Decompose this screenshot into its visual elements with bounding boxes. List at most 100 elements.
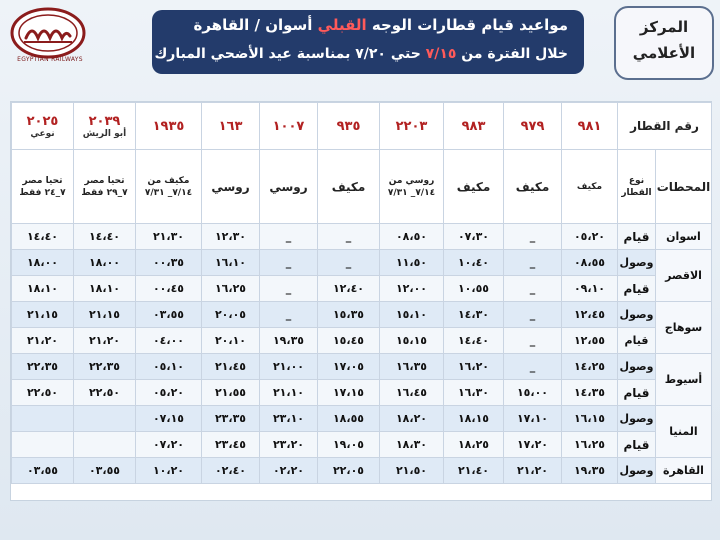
time-cell: ٢٣،٤٥ <box>201 431 260 458</box>
time-cell: ٢٠،٠٥ <box>201 301 260 328</box>
station-name: أسيوط <box>655 353 712 406</box>
table-row: سوهاج وصول ١٢،٤٥ _ ١٤،٣٠ ١٥،١٠ ١٥،٣٥ _ ٢٠،٠٥ ٠٣،٥… <box>11 301 712 354</box>
time-cell: ٠٥،٢٠ <box>561 223 618 250</box>
time-cell: ١٢،٣٠ <box>201 223 260 250</box>
train-type: روسي <box>259 149 318 224</box>
train-type: مكيف <box>561 149 618 224</box>
time-cell: ٠٣،٥٥ <box>11 457 74 484</box>
time-cell: ١٨،١٠ <box>11 275 74 302</box>
time-cell: ٠٢،٤٠ <box>201 457 260 484</box>
arrival-departure-label: وصول <box>617 301 656 328</box>
time-cell: ١٨،٠٠ <box>73 249 136 276</box>
arrival-departure-label: قيام <box>617 223 656 250</box>
time-cell: ١٦،٤٥ <box>379 379 444 406</box>
time-cell: ٢١،٤٠ <box>443 457 504 484</box>
time-cell: _ <box>503 327 562 354</box>
stations-label: المحطات <box>655 149 712 224</box>
time-cell: ٢١،٠٠ <box>259 353 318 380</box>
station-name: القاهرة <box>655 457 712 484</box>
train-type: مكيف <box>503 149 562 224</box>
time-cell: ١٨،١٥ <box>443 405 504 432</box>
table-row: قيام ١٤،٣٥ ١٥،٠٠ ١٦،٣٠ ١٦،٤٥ ١٧،١٥ ٢١،١٠ ٢١،٥٥ ٠… <box>11 379 712 406</box>
time-cell: ١٦،٢٥ <box>561 431 618 458</box>
train-type: روسي من ٧/١٤_ ٧/٣١ <box>379 149 444 224</box>
train-route-note: أبو الريش <box>82 128 127 139</box>
station-name: اسوان <box>655 223 712 250</box>
time-cell: ٠٤،٠٠ <box>135 327 202 354</box>
time-cell: ١٩،٣٥ <box>259 327 318 354</box>
time-cell: ٢١،١٥ <box>73 301 136 328</box>
media-center-badge: المركز الأعلامي <box>614 6 714 80</box>
time-cell: _ <box>503 223 562 250</box>
train-number: ٢٠٢٥ نوعي <box>11 102 74 150</box>
table-row: اسوان قيام ٠٥،٢٠ _ ٠٧،٣٠ ٠٨،٥٠ _ _ ١٢،٣٠ ٢١،٣٠ ١٤،… <box>11 223 712 250</box>
timetable-grid: رقم القطار ٩٨١ ٩٧٩ ٩٨٣ ٢٢٠٣ ٩٣٥ ١٠٠٧ ١٦٣ ١٩٣٥ ٢٠٣… <box>11 102 712 484</box>
arrival-departure-label: قيام <box>617 431 656 458</box>
time-cell: ٠٨،٥٥ <box>561 249 618 276</box>
time-cell: _ <box>503 301 562 328</box>
table-row: المنيا وصول ١٦،١٥ ١٧،١٠ ١٨،١٥ ١٨،٢٠ ١٨،٥٥ ٢٣،١٠… <box>11 405 712 458</box>
time-cell: _ <box>317 223 380 250</box>
train-type: مكيف <box>317 149 380 224</box>
arrival-departure-label: قيام <box>617 275 656 302</box>
train-number: ٩٨١ <box>561 102 618 150</box>
egyptian-railways-logo <box>8 6 88 68</box>
table-row: الاقصر وصول ٠٨،٥٥ _ ١٠،٤٠ ١١،٥٠ _ _ ١٦،١٠ ٠٠،٣٥ ١٨… <box>11 249 712 302</box>
time-cell: _ <box>503 275 562 302</box>
time-cell: ١٧،١٠ <box>503 405 562 432</box>
logo-caption: EGYPTIAN RAILWAYS <box>17 56 83 63</box>
time-cell: ٢٢،٥٠ <box>73 379 136 406</box>
time-cell: ٠٨،٥٠ <box>379 223 444 250</box>
time-cell: ١٨،٢٥ <box>443 431 504 458</box>
time-cell: ٠٧،٣٠ <box>443 223 504 250</box>
table-row: قيام ١٦،٢٥ ١٧،٢٠ ١٨،٢٥ ١٨،٣٠ ١٩،٠٥ ٢٣،٢٠ ٢٣،٤٥ ٠… <box>11 431 712 458</box>
time-cell: _ <box>503 353 562 380</box>
time-cell: ١٦،٣٥ <box>379 353 444 380</box>
time-cell: ١٦،٣٠ <box>443 379 504 406</box>
time-cell: ١٥،٤٥ <box>317 327 380 354</box>
time-cell: ٠٠،٣٥ <box>135 249 202 276</box>
time-cell: ١٢،٤٥ <box>561 301 618 328</box>
time-cell: ٢١،١٥ <box>11 301 74 328</box>
time-cell: ٢٣،٢٠ <box>259 431 318 458</box>
table-row: قيام ١٢،٥٥ _ ١٤،٤٠ ١٥،١٥ ١٥،٤٥ ١٩،٣٥ ٢٠،١٠ ٠٤،٠٠… <box>11 327 712 354</box>
time-cell: ٠٣،٥٥ <box>73 457 136 484</box>
station-name: الاقصر <box>655 249 712 302</box>
time-cell: ٢٢،٣٥ <box>73 353 136 380</box>
time-cell <box>11 431 74 458</box>
time-cell: ١٤،٤٠ <box>11 223 74 250</box>
time-cell <box>73 405 136 432</box>
time-cell: ٢١،٢٠ <box>73 327 136 354</box>
train-type: تحيا مصر ٧_٢٩ فقط <box>73 149 136 224</box>
time-cell: ١٨،٢٠ <box>379 405 444 432</box>
time-cell: ٢٣،١٠ <box>259 405 318 432</box>
time-cell: ١٦،٢٠ <box>443 353 504 380</box>
page-title: مواعيد قيام قطارات الوجه القبلي أسوان / … <box>193 16 568 34</box>
time-cell: ٢٢،٥٠ <box>11 379 74 406</box>
page-subtitle: خلال الفترة من ٧/١٥ حتي ٧/٢٠ بمناسبة عيد… <box>154 46 568 62</box>
train-type: تحيا مصر ٧_٢٤ فقط <box>11 149 74 224</box>
time-cell: ١٨،٥٥ <box>317 405 380 432</box>
arrival-departure-label: قيام <box>617 379 656 406</box>
time-cell: ١٧،١٥ <box>317 379 380 406</box>
train-type: مكيف <box>443 149 504 224</box>
time-cell: ٠٠،٤٥ <box>135 275 202 302</box>
time-cell: ١٧،٠٥ <box>317 353 380 380</box>
arrival-departure-label: وصول <box>617 249 656 276</box>
train-type: روسي <box>201 149 260 224</box>
time-cell: ١٤،٣٥ <box>561 379 618 406</box>
time-cell: ١٤،٤٠ <box>443 327 504 354</box>
time-cell: ٠٥،٢٠ <box>135 379 202 406</box>
time-cell: ٠٧،١٥ <box>135 405 202 432</box>
time-cell: ١٦،٢٥ <box>201 275 260 302</box>
time-cell: ٢١،٥٥ <box>201 379 260 406</box>
railways-emblem-icon <box>10 7 86 59</box>
train-number-row: رقم القطار ٩٨١ ٩٧٩ ٩٨٣ ٢٢٠٣ ٩٣٥ ١٠٠٧ ١٦٣ ١٩٣٥ ٢٠٣… <box>11 102 712 150</box>
station-name: سوهاج <box>655 301 712 354</box>
time-cell: ٢١،٤٥ <box>201 353 260 380</box>
table-row: قيام ٠٩،١٠ _ ١٠،٥٥ ١٢،٠٠ ١٢،٤٠ _ ١٦،٢٥ ٠٠،٤٥ ١٨،١… <box>11 275 712 302</box>
time-cell: ١٠،٤٠ <box>443 249 504 276</box>
time-cell: ١٥،١٠ <box>379 301 444 328</box>
train-type-label: نوع القطار <box>617 149 656 224</box>
train-number: ١٩٣٥ <box>135 102 202 150</box>
